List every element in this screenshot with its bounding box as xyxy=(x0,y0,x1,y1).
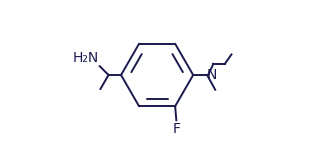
Text: F: F xyxy=(172,122,180,136)
Text: H₂N: H₂N xyxy=(73,51,99,65)
Text: N: N xyxy=(206,68,217,82)
